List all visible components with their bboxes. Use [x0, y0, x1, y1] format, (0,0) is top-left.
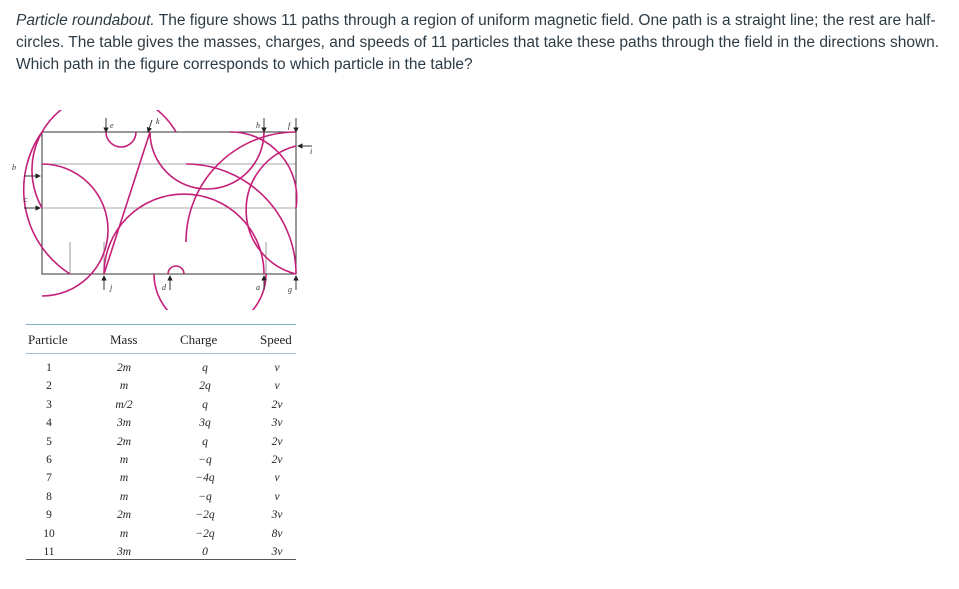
cell-mass: m	[119, 527, 129, 540]
table-row: 1 2m q v	[26, 362, 296, 380]
path-f	[185, 131, 297, 243]
path-i	[245, 145, 297, 275]
magnetic-field-figure: e k h f i b c j d a g	[12, 110, 312, 310]
problem-title: Particle roundabout.	[16, 12, 155, 29]
label-k: k	[156, 117, 160, 126]
table-row: 8 m −q v	[26, 491, 296, 509]
cell-mass: m	[119, 472, 129, 485]
header-speed: Speed	[260, 332, 292, 347]
cell-mass: 3m	[116, 417, 132, 430]
label-j: j	[109, 283, 113, 292]
header-charge: Charge	[180, 332, 218, 347]
cell-mass: m	[119, 380, 129, 393]
path-a	[153, 273, 267, 310]
path-j	[103, 193, 265, 275]
cell-particle: 2	[46, 380, 52, 393]
cell-speed: v	[274, 490, 280, 503]
cell-charge: −2q	[195, 509, 215, 522]
path-k	[103, 131, 151, 275]
table-row: 9 2m −2q 3v	[26, 509, 296, 527]
label-f: f	[288, 121, 292, 130]
cell-charge: q	[202, 362, 208, 374]
cell-speed: 2v	[271, 454, 283, 466]
cell-speed: 3v	[271, 509, 283, 522]
label-e: e	[110, 121, 114, 130]
table-rule-bottom	[26, 559, 296, 560]
table-row: 5 2m q 2v	[26, 436, 296, 454]
grid-lines	[42, 163, 296, 274]
cell-particle: 3	[46, 398, 52, 411]
path-h	[149, 131, 265, 190]
table-row: 2 m 2q v	[26, 380, 296, 398]
cell-charge: −q	[198, 454, 212, 466]
path-arc-right-tall	[229, 131, 298, 209]
label-d: d	[162, 283, 167, 292]
cell-particle: 7	[46, 472, 52, 485]
cell-particle: 4	[46, 417, 52, 430]
label-g: g	[288, 285, 292, 294]
cell-charge: −q	[198, 490, 212, 503]
cell-particle: 6	[46, 454, 52, 466]
cell-particle: 8	[46, 490, 52, 503]
cell-mass: m/2	[115, 398, 133, 411]
cell-charge: q	[202, 435, 208, 448]
cell-mass: m	[119, 490, 129, 503]
cell-particle: 10	[43, 527, 55, 540]
cell-charge: 0	[202, 546, 208, 558]
cell-charge: −4q	[195, 472, 215, 485]
cell-charge: 2q	[199, 380, 211, 393]
path-d	[167, 265, 185, 275]
cell-particle: 1	[46, 362, 52, 374]
cell-speed: 8v	[271, 527, 283, 540]
cell-particle: 9	[46, 509, 52, 522]
label-h: h	[256, 121, 260, 130]
table-rule-top	[26, 324, 296, 325]
cell-speed: 3v	[271, 546, 283, 558]
header-mass: Mass	[110, 332, 138, 347]
cell-mass: 3m	[116, 546, 132, 558]
label-b: b	[12, 163, 16, 172]
table-row: 10 m −2q 8v	[26, 528, 296, 546]
path-e	[105, 131, 137, 148]
path-b	[41, 163, 109, 297]
path-arc-left-tall	[22, 131, 71, 275]
arrow-k	[146, 119, 153, 133]
problem-text: The figure shows 11 paths through a regi…	[16, 12, 940, 73]
table-row: 11 3m 0 3v	[26, 546, 296, 564]
label-i: i	[310, 147, 312, 156]
header-particle: Particle	[28, 332, 68, 347]
label-a: a	[256, 283, 260, 292]
cell-mass: 2m	[116, 509, 132, 522]
table-row: 7 m −4q v	[26, 472, 296, 490]
cell-particle: 11	[43, 546, 55, 558]
cell-charge: 3q	[199, 417, 211, 430]
cell-particle: 5	[46, 435, 52, 448]
cell-speed: 2v	[271, 398, 283, 411]
problem-statement: Particle roundabout. The figure shows 11…	[16, 10, 946, 76]
cell-speed: v	[274, 472, 280, 485]
path-g	[185, 163, 297, 275]
cell-speed: v	[274, 362, 280, 374]
cell-charge: −2q	[195, 527, 215, 540]
cell-speed: 3v	[271, 417, 283, 430]
cell-speed: v	[274, 380, 280, 393]
table-row: 3 m/2 q 2v	[26, 399, 296, 417]
cell-mass: 2m	[116, 435, 132, 448]
cell-charge: q	[202, 398, 208, 411]
field-region	[41, 131, 297, 275]
table-row: 4 3m 3q 3v	[26, 417, 296, 435]
path-c	[31, 110, 177, 209]
table-rule-mid	[26, 353, 296, 354]
cell-mass: 2m	[116, 362, 132, 374]
label-c: c	[24, 195, 28, 204]
cell-mass: m	[119, 454, 129, 466]
cell-speed: 2v	[271, 435, 283, 448]
table-row: 6 m −q 2v	[26, 454, 296, 472]
